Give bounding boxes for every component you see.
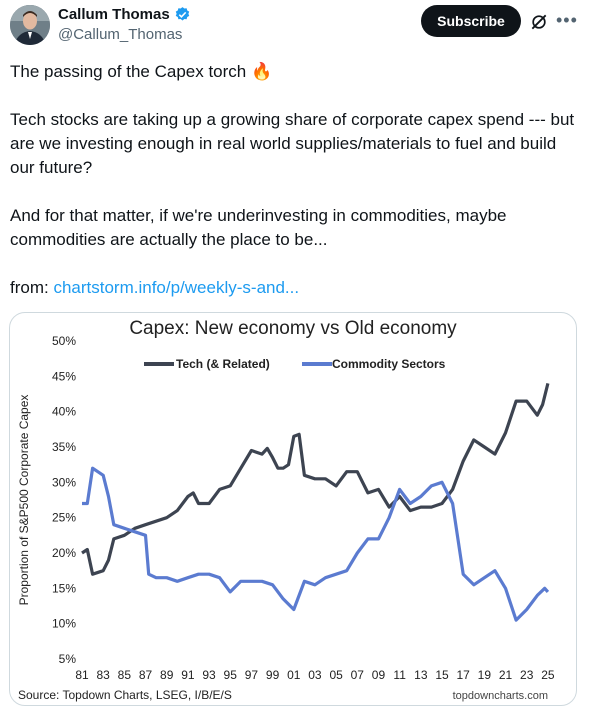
chart-image-card[interactable]: Capex: New economy vs Old economy 50% 45% 4… [9, 312, 577, 706]
grok-icon[interactable] [529, 12, 549, 32]
x-tick-label: 19 [478, 668, 492, 682]
y-axis-label: Proportion of S&P500 Corporate Capex [17, 395, 31, 606]
y-tick-label: 35% [52, 440, 76, 454]
y-tick-label: 10% [52, 617, 76, 631]
more-options-icon[interactable]: ••• [556, 10, 578, 30]
y-tick-label: 25% [52, 511, 76, 525]
x-tick-label: 13 [414, 668, 428, 682]
chart-watermark: topdowncharts.com [453, 690, 548, 702]
subscribe-button[interactable]: Subscribe [421, 5, 521, 37]
x-tick-label: 09 [372, 668, 386, 682]
x-tick-label: 87 [139, 668, 153, 682]
x-tick-label: 05 [329, 668, 343, 682]
y-tick-label: 40% [52, 405, 76, 419]
x-tick-label: 85 [118, 668, 132, 682]
y-tick-label: 45% [52, 369, 76, 383]
x-tick-label: 25 [541, 668, 555, 682]
avatar[interactable] [10, 5, 50, 45]
x-tick-label: 21 [499, 668, 513, 682]
author-handle[interactable]: @Callum_Thomas [58, 26, 183, 43]
tweet-source-line: from: chartstorm.info/p/weekly-s-and... [10, 276, 575, 300]
x-tick-label: 17 [456, 668, 470, 682]
series-line-tech [81, 383, 550, 576]
x-tick-label: 97 [245, 668, 259, 682]
from-label: from: [10, 278, 54, 297]
avatar-image [10, 5, 50, 45]
x-tick-label: 11 [393, 668, 406, 682]
y-tick-label: 20% [52, 546, 76, 560]
x-tick-label: 91 [181, 668, 195, 682]
author-name-row: Callum Thomas [58, 6, 191, 23]
x-tick-label: 81 [75, 668, 89, 682]
chart-source: Source: Topdown Charts, LSEG, I/B/E/S [18, 688, 232, 702]
legend-label-tech: Tech (& Related) [176, 357, 270, 371]
tweet-text: The passing of the Capex torch 🔥 Tech st… [10, 60, 575, 300]
x-tick-label: 01 [287, 668, 301, 682]
series-line-commodity [82, 466, 550, 622]
tweet-paragraph-3: And for that matter, if we're underinves… [10, 206, 507, 249]
x-tick-label: 03 [308, 668, 322, 682]
chart-title: Capex: New economy vs Old economy [129, 318, 457, 339]
capex-chart: Capex: New economy vs Old economy 50% 45% 4… [17, 318, 555, 702]
y-tick-label: 50% [52, 334, 76, 348]
x-tick-label: 83 [96, 668, 110, 682]
x-tick-label: 89 [160, 668, 174, 682]
x-tick-label: 99 [266, 668, 280, 682]
x-tick-label: 93 [202, 668, 216, 682]
tweet-line-1: The passing of the Capex torch 🔥 [10, 62, 273, 81]
verified-badge-icon [175, 7, 189, 21]
tweet-paragraph-2: Tech stocks are taking up a growing shar… [10, 110, 575, 177]
y-tick-label: 15% [52, 581, 76, 595]
x-tick-label: 07 [351, 668, 365, 682]
x-tick-label: 15 [435, 668, 449, 682]
x-tick-label: 23 [520, 668, 534, 682]
y-tick-label: 5% [59, 652, 77, 666]
x-tick-label: 95 [224, 668, 238, 682]
y-tick-label: 30% [52, 475, 76, 489]
author-name[interactable]: Callum Thomas [58, 6, 170, 23]
source-link[interactable]: chartstorm.info/p/weekly-s-and... [53, 278, 300, 297]
legend-label-commodity: Commodity Sectors [332, 357, 446, 371]
